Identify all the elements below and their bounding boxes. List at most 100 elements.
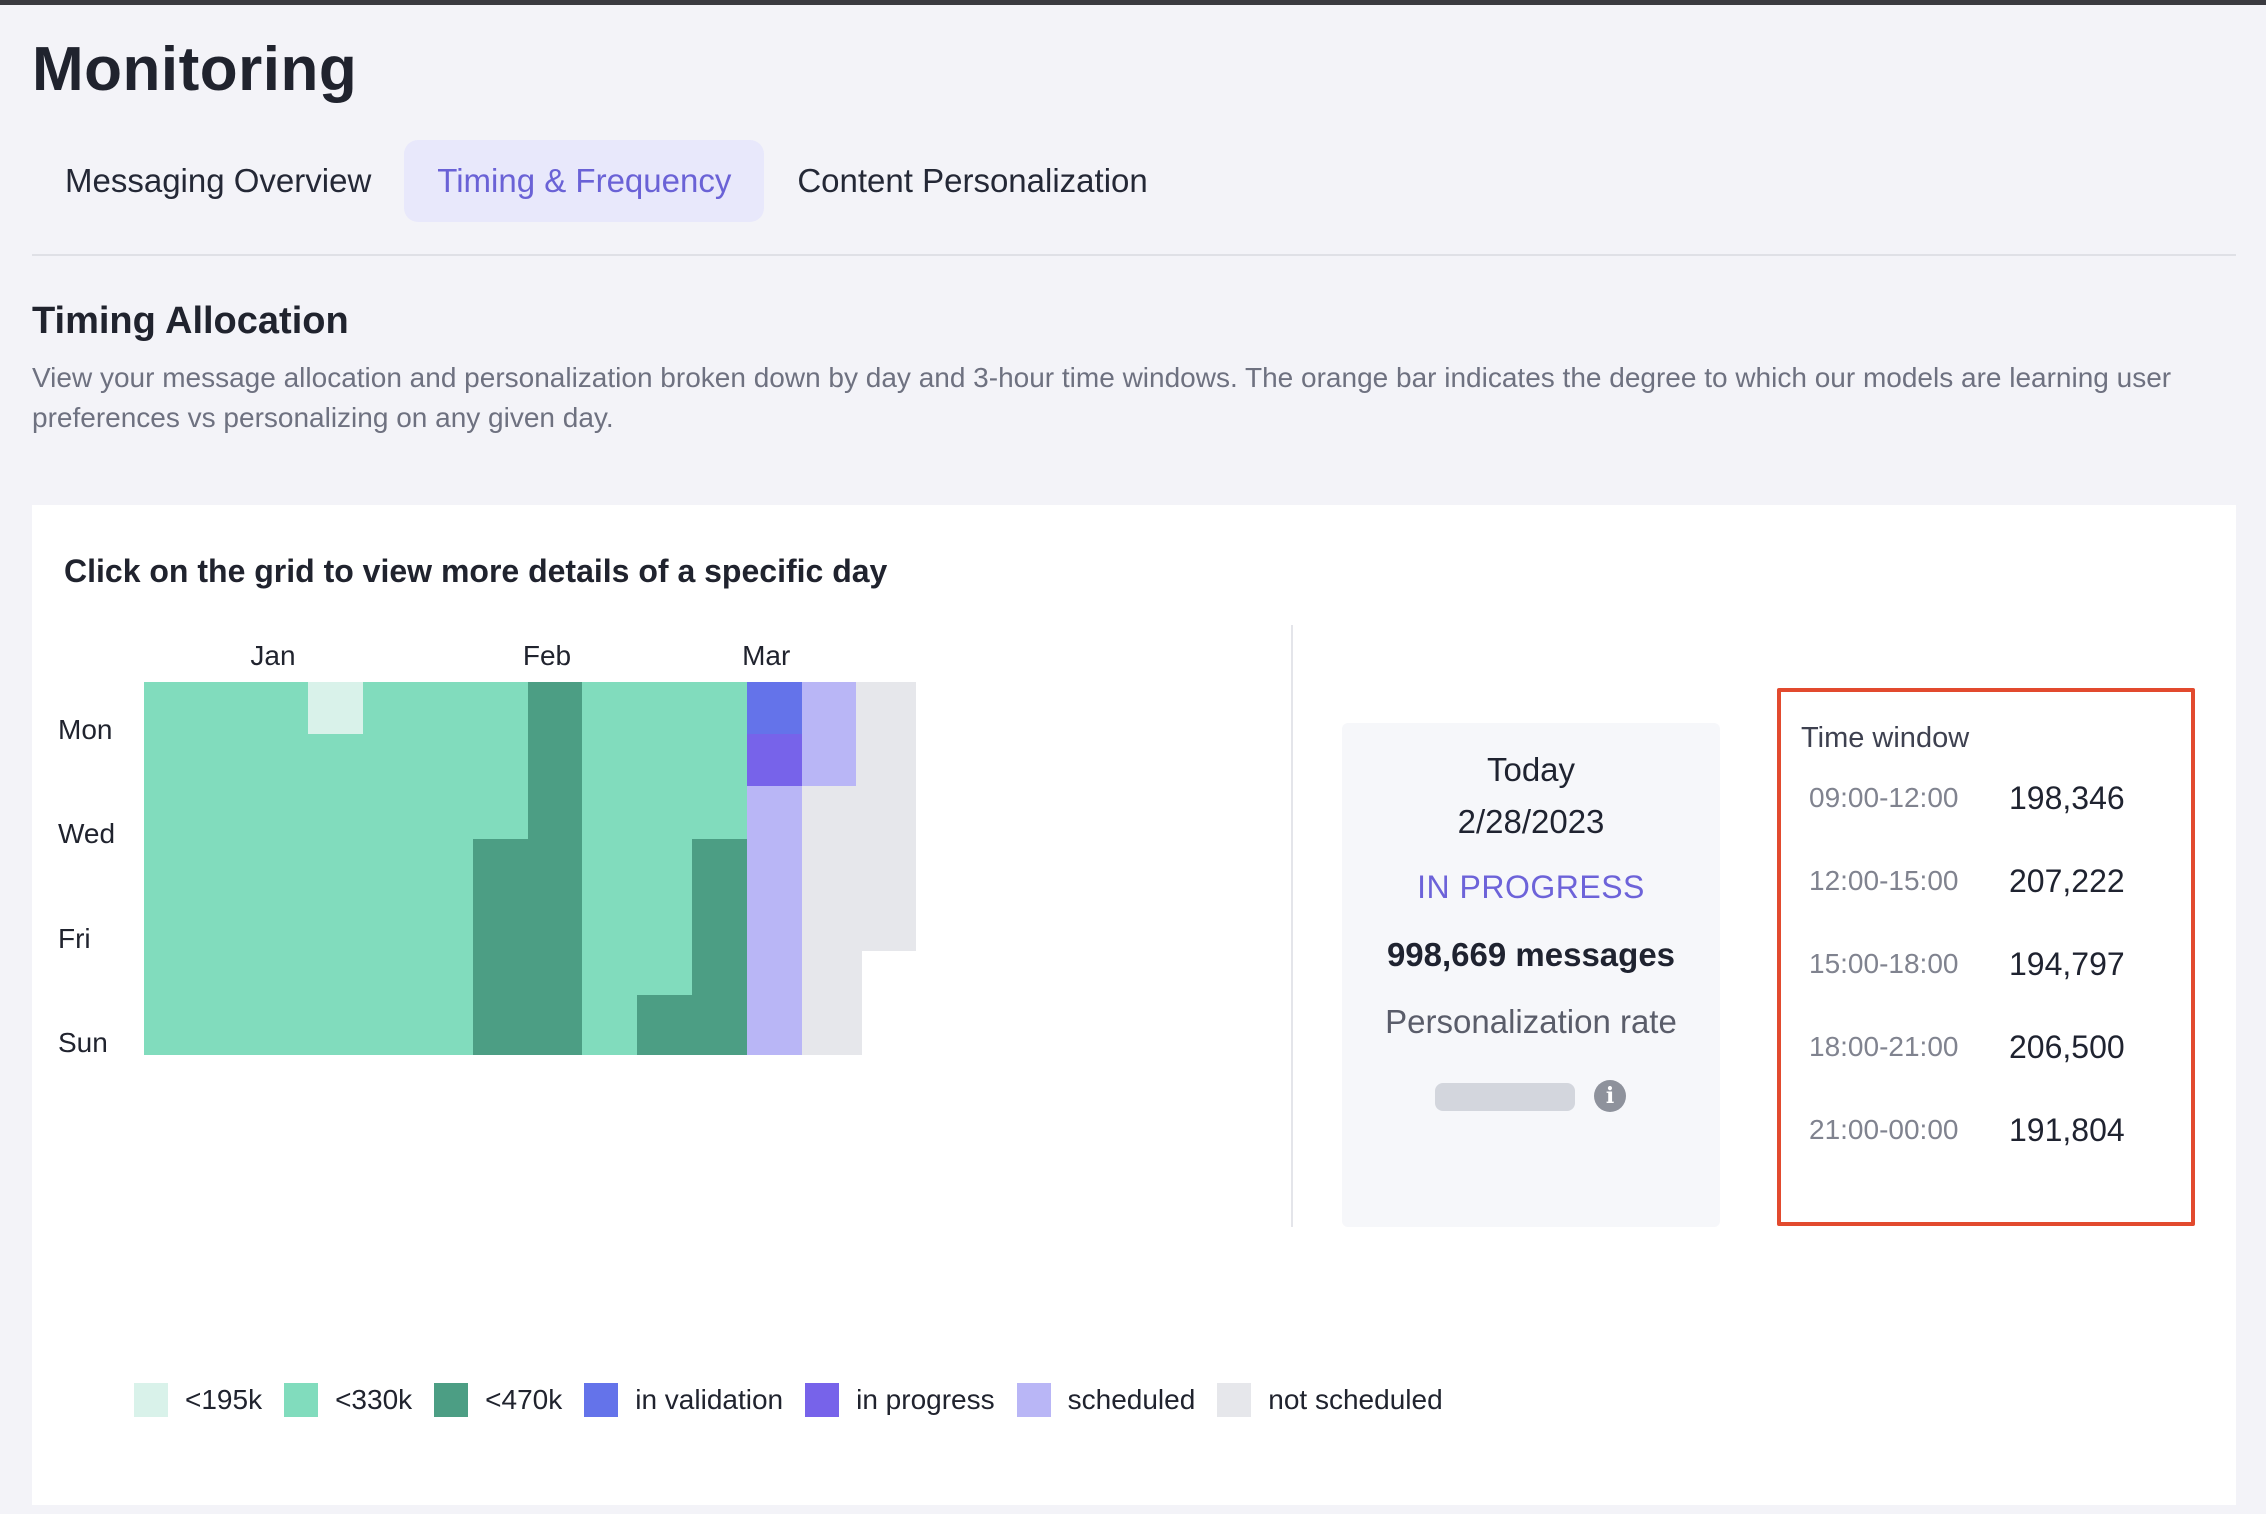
grid-cell-mid[interactable] — [418, 838, 478, 899]
grid-cell-sched[interactable] — [746, 838, 807, 899]
grid-cell-mid[interactable] — [308, 943, 369, 1003]
grid-cell-mid[interactable] — [582, 890, 643, 951]
grid-cell-mid[interactable] — [144, 838, 204, 899]
grid-cell-high[interactable] — [472, 943, 533, 1003]
grid-cell-mid[interactable] — [582, 786, 643, 847]
grid-cell-high[interactable] — [527, 734, 588, 795]
tab-timing-frequency[interactable]: Timing & Frequency — [404, 140, 765, 222]
grid-cell-mid[interactable] — [637, 786, 698, 847]
grid-cell-high[interactable] — [692, 943, 752, 1003]
grid-cell-mid[interactable] — [418, 734, 478, 795]
grid-cell-sched[interactable] — [801, 734, 862, 795]
grid-cell-mid[interactable] — [308, 734, 369, 795]
grid-cell-mid[interactable] — [363, 734, 424, 795]
grid-cell-low[interactable] — [308, 682, 369, 742]
grid-cell-high[interactable] — [527, 786, 588, 847]
grid-cell-mid[interactable] — [637, 682, 698, 742]
grid-cell-mid[interactable] — [198, 995, 259, 1056]
grid-cell-mid[interactable] — [308, 838, 369, 899]
grid-cell-not[interactable] — [856, 734, 917, 795]
grid-cell-high[interactable] — [527, 943, 588, 1003]
grid-cell-mid[interactable] — [198, 734, 259, 795]
grid-cell-not[interactable] — [801, 890, 862, 951]
grid-cell-mid[interactable] — [144, 890, 204, 951]
grid-cell-prog[interactable] — [746, 734, 807, 795]
grid-cell-high[interactable] — [472, 890, 533, 951]
grid-cell-mid[interactable] — [418, 995, 478, 1056]
grid-cell-not[interactable] — [856, 786, 917, 847]
grid-cell-mid[interactable] — [418, 943, 478, 1003]
grid-cell-high[interactable] — [472, 995, 533, 1056]
grid-cell-mid[interactable] — [253, 995, 314, 1056]
grid-cell-mid[interactable] — [363, 890, 424, 951]
info-icon[interactable]: i — [1594, 1080, 1626, 1112]
grid-cell-mid[interactable] — [363, 786, 424, 847]
grid-cell-mid[interactable] — [637, 838, 698, 899]
grid-cell-mid[interactable] — [144, 734, 204, 795]
grid-cell-sched[interactable] — [801, 682, 862, 742]
grid-cell-high[interactable] — [527, 995, 588, 1056]
grid-cell-mid[interactable] — [472, 734, 533, 795]
grid-cell-mid[interactable] — [253, 682, 314, 742]
grid-cell-sched[interactable] — [746, 890, 807, 951]
grid-cell-sched[interactable] — [746, 943, 807, 1003]
grid-cell-mid[interactable] — [198, 943, 259, 1003]
grid-cell-mid[interactable] — [308, 995, 369, 1056]
grid-cell-mid[interactable] — [582, 838, 643, 899]
grid-cell-mid[interactable] — [418, 786, 478, 847]
grid-cell-mid[interactable] — [692, 786, 752, 847]
grid-cell-mid[interactable] — [198, 682, 259, 742]
grid-cell-mid[interactable] — [363, 838, 424, 899]
grid-cell-not[interactable] — [801, 838, 862, 899]
grid-cell-mid[interactable] — [144, 995, 204, 1056]
grid-cell-not[interactable] — [801, 995, 862, 1056]
grid-cell-mid[interactable] — [308, 786, 369, 847]
grid-cell-mid[interactable] — [582, 995, 643, 1056]
grid-cell-mid[interactable] — [253, 786, 314, 847]
grid-cell-mid[interactable] — [253, 890, 314, 951]
grid-cell-mid[interactable] — [637, 890, 698, 951]
grid-cell-mid[interactable] — [582, 734, 643, 795]
grid-cell-mid[interactable] — [418, 682, 478, 742]
grid-cell-mid[interactable] — [472, 786, 533, 847]
grid-cell-mid[interactable] — [363, 682, 424, 742]
grid-cell-mid[interactable] — [198, 838, 259, 899]
grid-cell-mid[interactable] — [692, 734, 752, 795]
grid-cell-not[interactable] — [856, 682, 917, 742]
grid-cell-mid[interactable] — [363, 995, 424, 1056]
grid-cell-high[interactable] — [472, 838, 533, 899]
grid-cell-mid[interactable] — [253, 734, 314, 795]
grid-cell-mid[interactable] — [253, 943, 314, 1003]
grid-cell-mid[interactable] — [418, 890, 478, 951]
grid-cell-high[interactable] — [692, 995, 752, 1056]
grid-cell-sched[interactable] — [746, 786, 807, 847]
grid-cell-valid[interactable] — [746, 682, 807, 742]
grid-cell-mid[interactable] — [253, 838, 314, 899]
grid-cell-high[interactable] — [692, 838, 752, 899]
grid-cell-mid[interactable] — [363, 943, 424, 1003]
grid-cell-mid[interactable] — [637, 734, 698, 795]
grid-cell-high[interactable] — [692, 890, 752, 951]
grid-cell-mid[interactable] — [144, 786, 204, 847]
grid-cell-mid[interactable] — [692, 682, 752, 742]
tab-messaging-overview[interactable]: Messaging Overview — [65, 162, 372, 199]
grid-cell-mid[interactable] — [582, 943, 643, 1003]
grid-cell-not[interactable] — [801, 943, 862, 1003]
grid-cell-high[interactable] — [637, 995, 698, 1056]
grid-cell-sched[interactable] — [746, 995, 807, 1056]
grid-cell-high[interactable] — [527, 890, 588, 951]
grid-cell-not[interactable] — [856, 890, 917, 951]
tab-content-personalization[interactable]: Content Personalization — [797, 162, 1148, 199]
grid-cell-mid[interactable] — [144, 682, 204, 742]
grid-cell-mid[interactable] — [198, 890, 259, 951]
grid-cell-mid[interactable] — [472, 682, 533, 742]
grid-cell-not[interactable] — [856, 838, 917, 899]
grid-cell-mid[interactable] — [198, 786, 259, 847]
grid-cell-high[interactable] — [527, 838, 588, 899]
grid-cell-mid[interactable] — [308, 890, 369, 951]
grid-cell-mid[interactable] — [637, 943, 698, 1003]
grid-cell-not[interactable] — [801, 786, 862, 847]
grid-cell-high[interactable] — [527, 682, 588, 742]
grid-cell-mid[interactable] — [144, 943, 204, 1003]
grid-cell-mid[interactable] — [582, 682, 643, 742]
